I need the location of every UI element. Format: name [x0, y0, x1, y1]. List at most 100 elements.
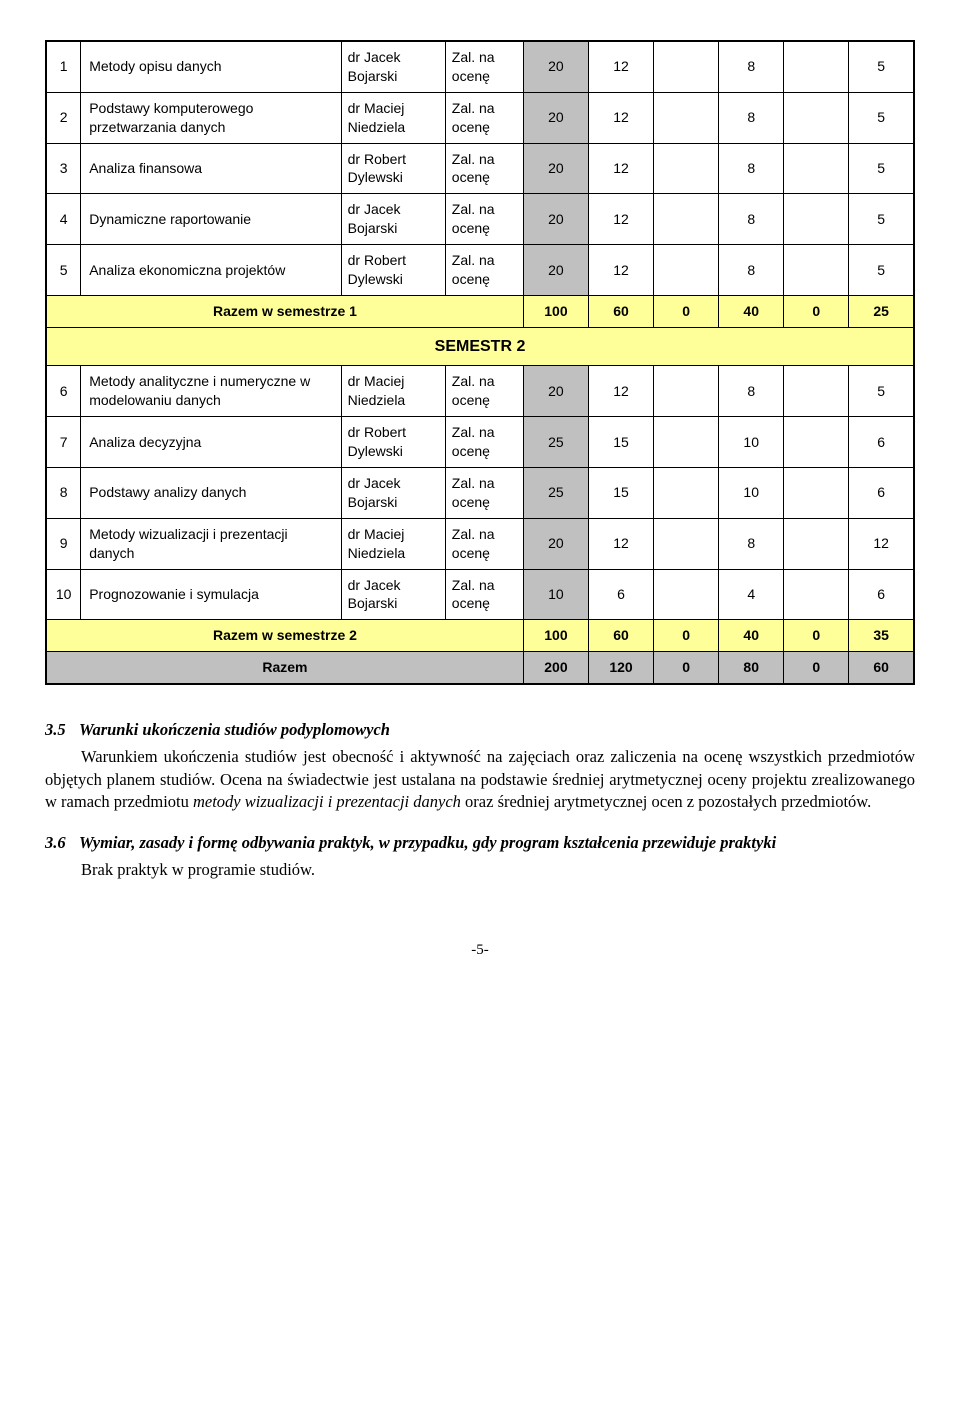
curriculum-table: 1Metody opisu danychdr Jacek BojarskiZal…: [45, 40, 915, 685]
summary-value: 0: [784, 620, 849, 652]
summary-value: 100: [523, 620, 588, 652]
value-cell: [784, 245, 849, 296]
value-cell: 12: [588, 41, 653, 92]
instructor: dr Robert Dylewski: [341, 245, 445, 296]
section-title: Wymiar, zasady i formę odbywania praktyk…: [79, 832, 915, 855]
row-number: 4: [46, 194, 81, 245]
row-number: 8: [46, 467, 81, 518]
grading: Zal. na ocenę: [445, 467, 523, 518]
semester-label: SEMESTR 2: [46, 327, 914, 366]
value-cell: 20: [523, 143, 588, 194]
summary-value: 100: [523, 295, 588, 327]
table-row: 9Metody wizualizacji i prezentacji danyc…: [46, 518, 914, 569]
row-number: 5: [46, 245, 81, 296]
value-cell: 5: [849, 194, 914, 245]
course-name: Podstawy komputerowego przetwarzania dan…: [81, 92, 341, 143]
value-cell: 6: [849, 417, 914, 468]
value-cell: 15: [588, 467, 653, 518]
value-cell: 6: [588, 569, 653, 620]
value-cell: [654, 245, 719, 296]
value-cell: 8: [719, 245, 784, 296]
summary-row: Razem w semestrze 110060040025: [46, 295, 914, 327]
instructor: dr Maciej Niedziela: [341, 92, 445, 143]
summary-value: 0: [784, 652, 849, 684]
value-cell: 20: [523, 366, 588, 417]
instructor: dr Maciej Niedziela: [341, 518, 445, 569]
instructor: dr Jacek Bojarski: [341, 194, 445, 245]
value-cell: 20: [523, 245, 588, 296]
value-cell: [784, 569, 849, 620]
table-row: 4Dynamiczne raportowaniedr Jacek Bojarsk…: [46, 194, 914, 245]
instructor: dr Jacek Bojarski: [341, 569, 445, 620]
section-num: 3.5: [45, 719, 79, 742]
summary-value: 80: [719, 652, 784, 684]
value-cell: [784, 194, 849, 245]
value-cell: 10: [719, 467, 784, 518]
instructor: dr Jacek Bojarski: [341, 41, 445, 92]
page-number: -5-: [45, 942, 915, 959]
grading: Zal. na ocenę: [445, 245, 523, 296]
grading: Zal. na ocenę: [445, 41, 523, 92]
row-number: 2: [46, 92, 81, 143]
value-cell: 8: [719, 518, 784, 569]
value-cell: [654, 194, 719, 245]
value-cell: 5: [849, 366, 914, 417]
grading: Zal. na ocenę: [445, 366, 523, 417]
instructor: dr Robert Dylewski: [341, 143, 445, 194]
value-cell: 15: [588, 417, 653, 468]
section-title: Warunki ukończenia studiów podyplomowych: [79, 719, 915, 742]
course-name: Analiza finansowa: [81, 143, 341, 194]
value-cell: 20: [523, 518, 588, 569]
grading: Zal. na ocenę: [445, 92, 523, 143]
value-cell: 12: [849, 518, 914, 569]
summary-value: 120: [588, 652, 653, 684]
value-cell: [784, 417, 849, 468]
summary-value: 0: [654, 620, 719, 652]
course-name: Prognozowanie i symulacja: [81, 569, 341, 620]
row-number: 7: [46, 417, 81, 468]
grading: Zal. na ocenę: [445, 143, 523, 194]
semester-header: SEMESTR 2: [46, 327, 914, 366]
value-cell: [784, 467, 849, 518]
value-cell: [654, 569, 719, 620]
value-cell: 8: [719, 143, 784, 194]
summary-value: 0: [654, 652, 719, 684]
value-cell: 8: [719, 92, 784, 143]
value-cell: 12: [588, 366, 653, 417]
summary-row: Razem w semestrze 210060040035: [46, 620, 914, 652]
summary-label: Razem w semestrze 1: [46, 295, 523, 327]
value-cell: 5: [849, 41, 914, 92]
value-cell: 25: [523, 467, 588, 518]
row-number: 1: [46, 41, 81, 92]
summary-value: 35: [849, 620, 914, 652]
grading: Zal. na ocenę: [445, 194, 523, 245]
value-cell: 12: [588, 518, 653, 569]
value-cell: 6: [849, 569, 914, 620]
value-cell: [654, 417, 719, 468]
value-cell: [784, 92, 849, 143]
value-cell: 10: [523, 569, 588, 620]
summary-value: 25: [849, 295, 914, 327]
section-3-6-heading: 3.6 Wymiar, zasady i formę odbywania pra…: [45, 832, 915, 855]
value-cell: [654, 366, 719, 417]
table-row: 6Metody analityczne i numeryczne w model…: [46, 366, 914, 417]
summary-value: 0: [784, 295, 849, 327]
course-name: Metody opisu danych: [81, 41, 341, 92]
summary-value: 0: [654, 295, 719, 327]
course-name: Metody wizualizacji i prezentacji danych: [81, 518, 341, 569]
summary-label: Razem w semestrze 2: [46, 620, 523, 652]
course-name: Metody analityczne i numeryczne w modelo…: [81, 366, 341, 417]
table-row: 3Analiza finansowadr Robert DylewskiZal.…: [46, 143, 914, 194]
value-cell: 5: [849, 92, 914, 143]
table-row: 2Podstawy komputerowego przetwarzania da…: [46, 92, 914, 143]
summary-value: 40: [719, 295, 784, 327]
value-cell: [784, 518, 849, 569]
value-cell: 10: [719, 417, 784, 468]
table-row: 10 Prognozowanie i symulacjadr Jacek Boja…: [46, 569, 914, 620]
value-cell: [654, 518, 719, 569]
summary-value: 200: [523, 652, 588, 684]
summary-value: 40: [719, 620, 784, 652]
table-row: 1Metody opisu danychdr Jacek BojarskiZal…: [46, 41, 914, 92]
row-number: 6: [46, 366, 81, 417]
summary-row: Razem200120080060: [46, 652, 914, 684]
